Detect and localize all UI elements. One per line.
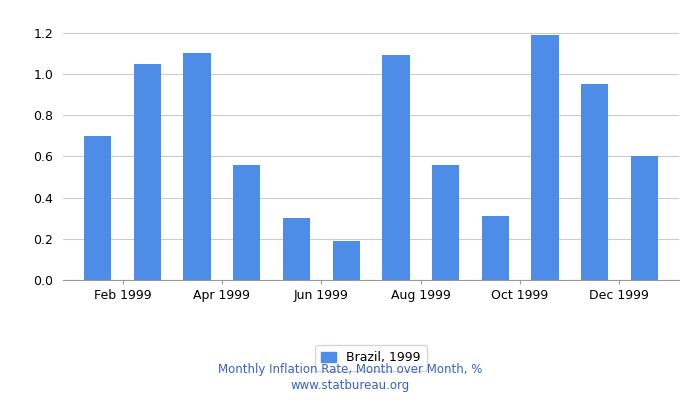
Text: Monthly Inflation Rate, Month over Month, %: Monthly Inflation Rate, Month over Month… (218, 364, 482, 376)
Bar (332, 241, 360, 280)
Bar (283, 218, 310, 280)
Bar (84, 136, 111, 280)
Legend: Brazil, 1999: Brazil, 1999 (315, 345, 427, 371)
Bar (233, 164, 260, 280)
Bar (531, 35, 559, 280)
Bar (382, 55, 410, 280)
Bar (134, 64, 161, 280)
Bar (432, 164, 459, 280)
Bar (183, 53, 211, 280)
Bar (482, 216, 509, 280)
Bar (631, 156, 658, 280)
Bar (581, 84, 608, 280)
Text: www.statbureau.org: www.statbureau.org (290, 380, 410, 392)
